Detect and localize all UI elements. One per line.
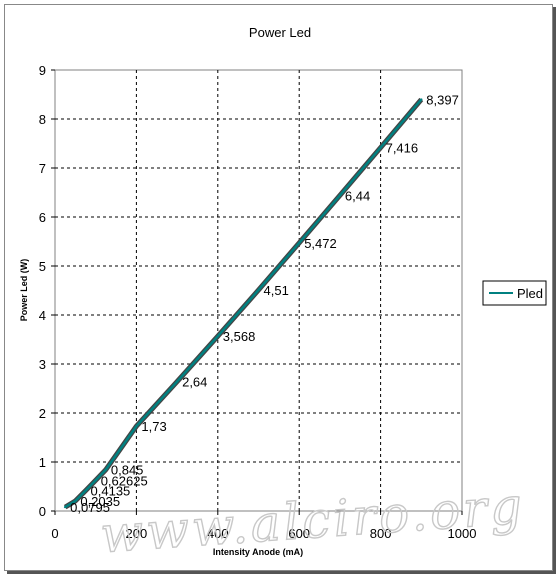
data-point [216,334,219,338]
series-group [63,97,424,510]
data-label: 3,568 [223,329,256,344]
x-tick-label: 200 [126,526,148,541]
y-tick-label: 2 [39,406,46,421]
gridlines [55,70,462,511]
y-tick-label: 8 [39,112,46,127]
data-label: 6,44 [345,188,370,203]
data-point [104,468,108,471]
x-axis-title: Intensity Anode (mA) [213,547,303,557]
data-label: 1,73 [141,419,166,434]
x-tick-label: 400 [207,526,229,541]
data-label: 4,51 [264,283,289,298]
data-label: 0,845 [111,463,144,478]
x-tick-label: 1000 [448,526,477,541]
data-point [74,499,77,503]
data-label: 0,2035 [80,494,120,509]
data-point [257,288,260,292]
y-tick-label: 0 [39,504,46,519]
legend: Pled [482,280,547,306]
y-tick-label: 1 [39,455,46,470]
data-point [338,194,342,197]
y-tick-label: 3 [39,357,46,372]
y-tick-label: 6 [39,210,46,225]
data-label: 8,397 [426,93,459,108]
data-point [63,505,67,509]
data-point [175,380,179,383]
y-tick-label: 9 [39,63,46,78]
data-label: 0,0795 [70,500,110,515]
data-point [420,98,423,101]
data-point [135,425,138,428]
chart-title: Power Led [249,25,311,40]
data-label: 7,416 [386,141,419,156]
x-tick-label: 0 [51,526,58,541]
y-tick-label: 7 [39,161,46,176]
data-point [379,146,382,149]
data-label: 2,64 [182,375,207,390]
data-label: 0,62625 [101,473,148,488]
data-point [94,479,97,482]
x-tick-label: 600 [288,526,310,541]
data-point [84,489,87,492]
x-axis-ticks: 0 200 400 600 800 1000 [51,511,476,541]
y-axis-title: Power Led (W) [19,259,29,322]
y-tick-label: 5 [39,259,46,274]
data-label: 5,472 [304,236,337,251]
data-label: 0,4135 [91,484,131,499]
data-point [298,241,301,245]
x-tick-label: 800 [370,526,392,541]
legend-label-pled: Pled [517,286,543,301]
y-axis-ticks: 0 1 2 3 4 5 6 7 8 9 [39,63,55,519]
y-tick-label: 4 [39,308,46,323]
